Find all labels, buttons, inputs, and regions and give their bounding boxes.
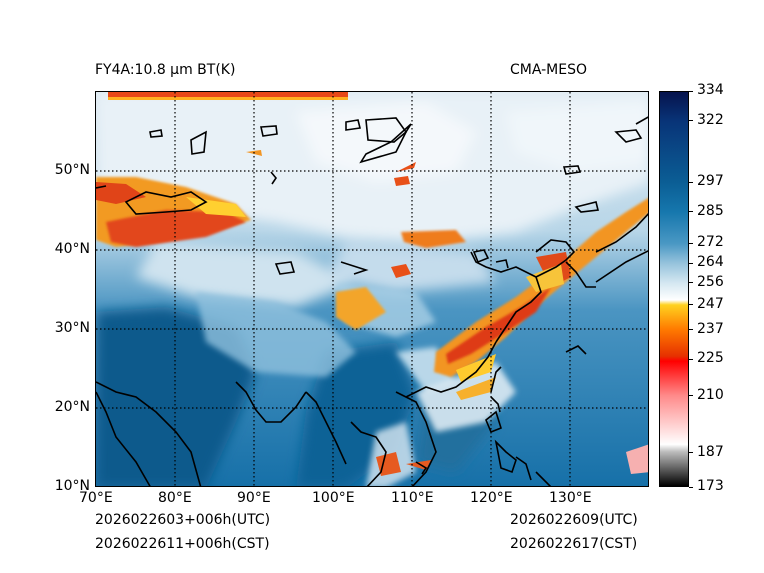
valid-time-utc: 2026022609(UTC) — [510, 512, 638, 528]
init-time-utc: 2026022603+006h(UTC) — [95, 512, 271, 528]
colorbar-tick-label: 225 — [697, 350, 724, 367]
colorbar-tick-mark — [689, 181, 693, 183]
colorbar-tick-mark — [689, 242, 693, 244]
y-tick-label: 10°N — [54, 478, 90, 494]
colorbar-tick-label: 187 — [697, 443, 724, 460]
colorbar-tick-mark — [689, 211, 693, 213]
colorbar-tick-label: 297 — [697, 173, 724, 189]
x-tick-label: 110°E — [391, 490, 434, 506]
colorbar-tick-label: 247 — [697, 295, 724, 312]
colorbar-tick-label: 173 — [697, 478, 724, 494]
colorbar-tick-label: 322 — [697, 111, 724, 128]
y-tick-label: 50°N — [54, 162, 90, 178]
x-tick-label: 100°E — [312, 490, 355, 506]
colorbar-tick-mark — [689, 486, 693, 488]
colorbar-gradient — [660, 92, 688, 486]
colorbar-tick-mark — [689, 395, 693, 397]
colorbar-tick-mark — [689, 120, 693, 121]
colorbar-tick-label: 285 — [697, 202, 724, 219]
colorbar-tick-label: 264 — [697, 254, 724, 271]
colorbar-tick-label: 237 — [697, 320, 724, 337]
y-tick-label: 30°N — [54, 320, 90, 336]
x-tick-label: 130°E — [549, 490, 592, 506]
satellite-imagery — [96, 92, 648, 486]
map-title-right: CMA-MESO — [510, 62, 588, 78]
colorbar-tick-mark — [689, 329, 693, 331]
colorbar-tick-mark — [689, 282, 693, 284]
satellite-map — [95, 91, 649, 487]
colorbar — [659, 91, 689, 487]
colorbar-tick-mark — [689, 304, 693, 306]
x-tick-label: 70°E — [79, 490, 113, 506]
colorbar-tick-label: 272 — [697, 234, 724, 251]
x-tick-label: 120°E — [470, 490, 513, 506]
valid-time-cst: 2026022617(CST) — [510, 536, 638, 552]
x-tick-label: 80°E — [158, 490, 192, 506]
colorbar-tick-mark — [689, 262, 693, 264]
y-tick-label: 20°N — [54, 399, 90, 415]
colorbar-tick-mark — [689, 90, 693, 92]
colorbar-tick-label: 256 — [697, 273, 724, 290]
colorbar-tick-mark — [689, 452, 693, 454]
coastlines — [96, 116, 648, 486]
colorbar-tick-label: 334 — [697, 82, 724, 98]
init-time-cst: 2026022611+006h(CST) — [95, 536, 270, 552]
graticule — [96, 92, 648, 486]
colorbar-tick-label: 210 — [697, 386, 724, 403]
x-tick-label: 90°E — [237, 490, 271, 506]
y-tick-label: 40°N — [54, 241, 90, 257]
colorbar-tick-mark — [689, 358, 693, 360]
map-title-left: FY4A:10.8 µm BT(K) — [95, 62, 236, 78]
